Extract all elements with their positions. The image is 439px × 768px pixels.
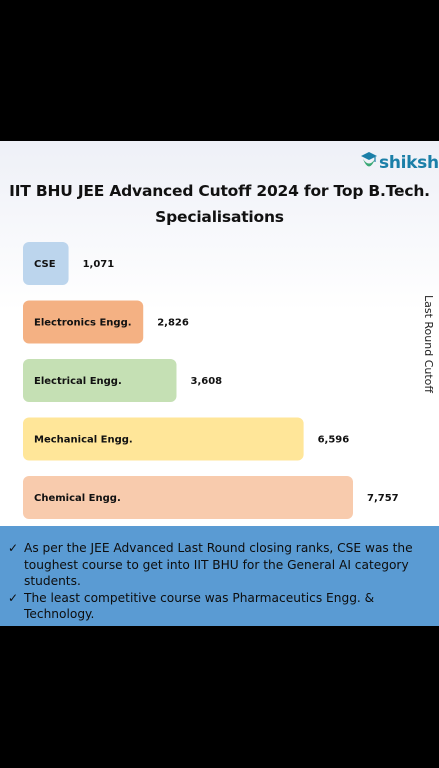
category-label: Mechanical Engg. [34, 435, 133, 446]
note-item: ✓ As per the JEE Advanced Last Round clo… [8, 541, 413, 588]
value-label: 1,071 [83, 259, 115, 270]
category-label: Electronics Engg. [34, 318, 132, 329]
shiksha-logo: shiksha [360, 148, 439, 178]
bar-chart: CSE 1,071 Electronics Engg. 2,826 Electrical… [23, 242, 399, 519]
notes-panel: ✓ As per the JEE Advanced Last Round clo… [0, 526, 439, 626]
value-label: 7,757 [367, 493, 399, 504]
chart-title: IIT BHU JEE Advanced Cutoff 2024 for Top… [9, 182, 430, 226]
category-label: CSE [34, 259, 56, 270]
bar-mechanical-engg [23, 417, 304, 461]
check-icon: ✓ [8, 590, 19, 605]
graduate-icon [361, 152, 377, 167]
axis-label: Last Round Cutoff [422, 295, 435, 393]
value-label: 2,826 [157, 318, 189, 329]
check-icon: ✓ [8, 541, 19, 555]
note-item: ✓ The least competitive course was Pharm… [8, 590, 375, 622]
brand-name: shiksha [379, 153, 439, 173]
value-label: 6,596 [318, 435, 350, 446]
bar-electrical-engg [23, 359, 177, 402]
category-label: Electrical Engg. [34, 376, 122, 387]
bar-cse [23, 242, 69, 285]
bar-electronics-engg [23, 300, 144, 344]
category-label: Chemical Engg. [34, 493, 121, 504]
value-label: 3,608 [190, 376, 222, 387]
bar-chemical-engg [23, 476, 353, 519]
